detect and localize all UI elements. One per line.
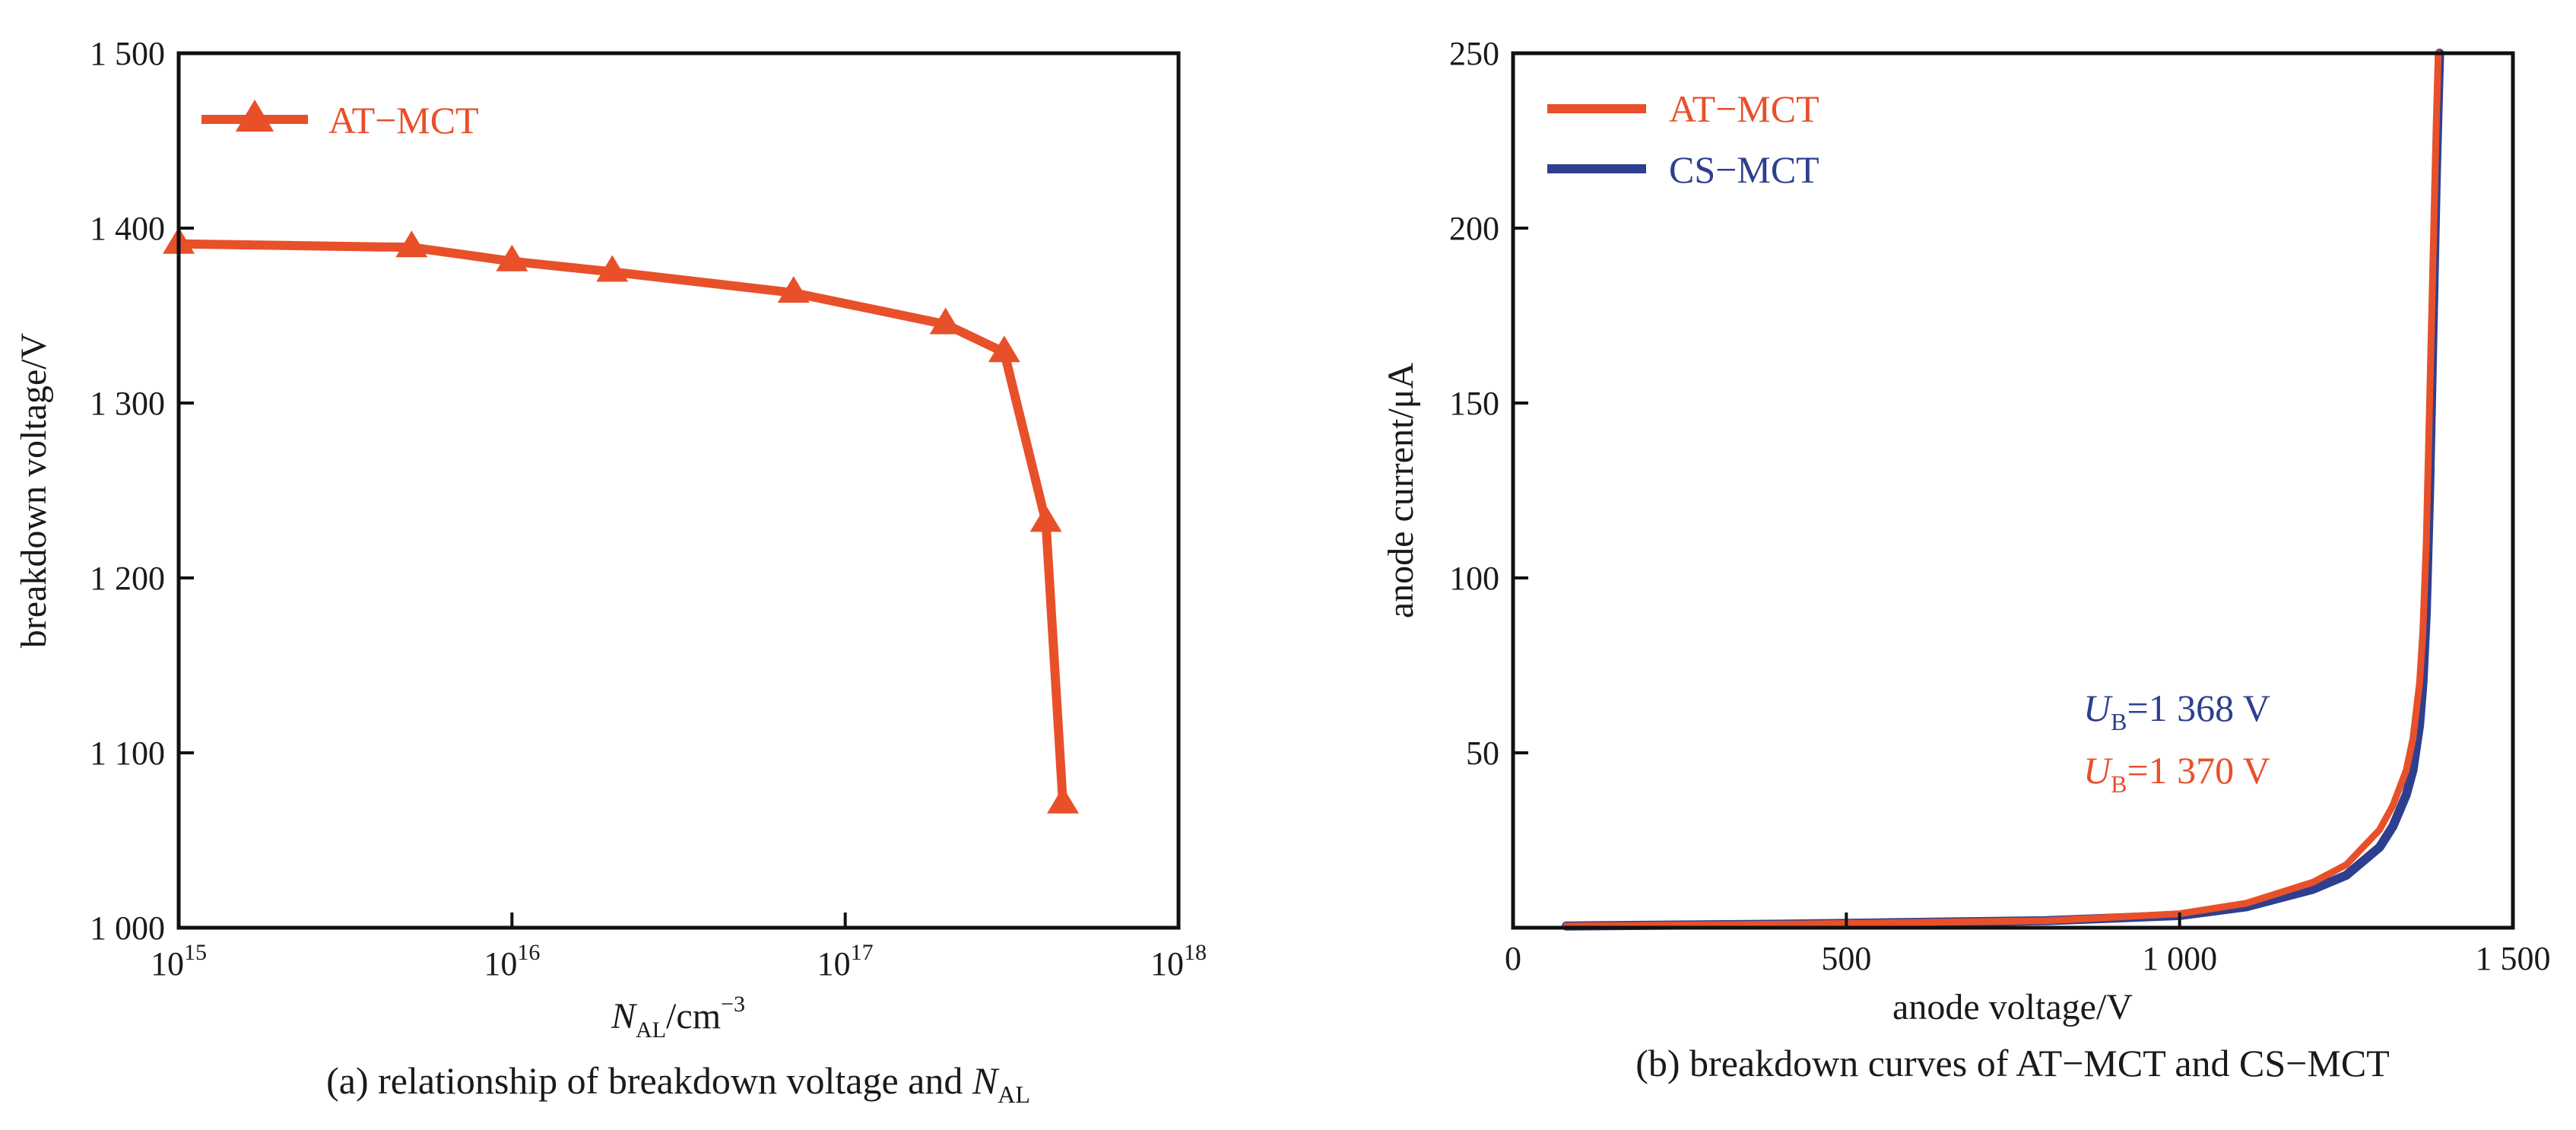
chart-a-legend-marker bbox=[235, 100, 274, 132]
chart-b-x-axis-label: anode voltage/V bbox=[1892, 987, 2133, 1027]
chart-a-data-point bbox=[777, 276, 810, 303]
chart-a-x-tick-label: 1018 bbox=[1150, 940, 1207, 982]
chart-a-caption-var: N bbox=[972, 1059, 1000, 1102]
chart-a-y-tick-label: 1 400 bbox=[90, 210, 165, 247]
chart-b-legend-label-cs-mct: CS−MCT bbox=[1669, 148, 1819, 191]
chart-a-x-tick-label: 1015 bbox=[151, 940, 207, 982]
chart-b-x-tick-label: 1 500 bbox=[2476, 940, 2551, 977]
chart-b-y-axis-label: anode current/μA bbox=[1381, 363, 1421, 619]
chart-a-y-tick-label: 1 000 bbox=[90, 909, 165, 947]
chart-a-legend: AT−MCT bbox=[201, 99, 479, 141]
chart-b-series-line-at-mct bbox=[1562, 49, 2442, 930]
chart-a-y-tick-label: 1 500 bbox=[90, 35, 165, 72]
chart-a-legend-label: AT−MCT bbox=[328, 99, 479, 141]
chart-b-annotation-1-var: U bbox=[2083, 749, 2113, 792]
chart-a-x-tick-label: 1017 bbox=[817, 940, 874, 982]
chart-a-caption-sub: AL bbox=[998, 1081, 1030, 1108]
chart-a-caption-text: (a) relationship of breakdown voltage an… bbox=[326, 1059, 972, 1102]
chart-a-x-tick-label: 1016 bbox=[484, 940, 540, 982]
chart-a-x-axis-label: NAL/cm−3 bbox=[611, 992, 745, 1043]
chart-b-annotation-0-sub: B bbox=[2111, 708, 2127, 735]
chart-a-y-axis-label: breakdown voltage/V bbox=[14, 332, 54, 648]
chart-b-breakdown-curves: 50 100 150 200 250 0 500 1 000 1 500 AT−MCT CS−… bbox=[1381, 35, 2551, 1084]
chart-a-y-ticks: 1 000 1 100 1 200 1 300 1 400 1 500 bbox=[90, 35, 194, 947]
chart-b-annotation-1-sub: B bbox=[2111, 770, 2127, 798]
chart-b-annotation-1-text: =1 370 V bbox=[2127, 749, 2270, 792]
chart-a-y-tick-label: 1 100 bbox=[90, 735, 165, 772]
chart-a-y-tick-label: 1 300 bbox=[90, 385, 165, 422]
chart-a-data-point bbox=[596, 255, 629, 282]
chart-a-x-label-sub: AL bbox=[636, 1017, 666, 1043]
chart-a-caption: (a) relationship of breakdown voltage an… bbox=[326, 1059, 1030, 1108]
chart-a-x-label-var: N bbox=[611, 996, 638, 1036]
chart-b-x-tick-label: 500 bbox=[1821, 940, 1871, 977]
chart-a-series-line bbox=[178, 239, 1068, 805]
chart-b-x-tick-label: 1 000 bbox=[2142, 940, 2217, 977]
chart-b-x-ticks: 0 500 1 000 1 500 bbox=[1505, 913, 2551, 977]
chart-b-caption: (b) breakdown curves of AT−MCT and CS−MC… bbox=[1635, 1042, 2389, 1084]
chart-a-data-point bbox=[929, 307, 962, 335]
chart-b-series-layer bbox=[1562, 49, 2444, 931]
chart-b-frame bbox=[1511, 51, 2515, 930]
chart-b-y-tick-label: 150 bbox=[1449, 385, 1499, 422]
chart-a-data-point bbox=[1029, 505, 1062, 532]
chart-b-y-tick-label: 100 bbox=[1449, 560, 1499, 597]
chart-a-data-point bbox=[496, 244, 528, 271]
chart-a-x-label-unit: /cm bbox=[666, 996, 721, 1036]
chart-a-data-point bbox=[1046, 786, 1079, 814]
chart-b-annotation-0-var: U bbox=[2083, 687, 2113, 729]
chart-b-annotation-0-text: =1 368 V bbox=[2127, 687, 2270, 729]
chart-a-x-ticks: 1015 1016 1017 1018 bbox=[151, 913, 1207, 982]
chart-b-y-ticks: 50 100 150 200 250 bbox=[1449, 35, 1528, 772]
chart-b-annotation-at-mct: UB=1 370 V bbox=[2083, 749, 2270, 798]
chart-a-x-label-sup: −3 bbox=[721, 992, 745, 1017]
chart-b-y-tick-label: 200 bbox=[1449, 210, 1499, 247]
chart-b-y-tick-label: 50 bbox=[1466, 735, 1499, 772]
chart-a-data-point bbox=[395, 230, 428, 258]
chart-a-series-layer bbox=[163, 227, 1079, 814]
chart-b-annotation-cs-mct: UB=1 368 V bbox=[2083, 687, 2270, 735]
chart-b-x-tick-label: 0 bbox=[1505, 940, 1521, 977]
chart-b-legend-label-at-mct: AT−MCT bbox=[1669, 87, 1819, 130]
chart-a-y-tick-label: 1 200 bbox=[90, 560, 165, 597]
chart-a-frame bbox=[176, 51, 1181, 930]
chart-b-legend: AT−MCT CS−MCT bbox=[1547, 87, 1819, 191]
chart-a-data-point bbox=[988, 335, 1020, 363]
chart-b-y-tick-label: 250 bbox=[1449, 35, 1499, 72]
